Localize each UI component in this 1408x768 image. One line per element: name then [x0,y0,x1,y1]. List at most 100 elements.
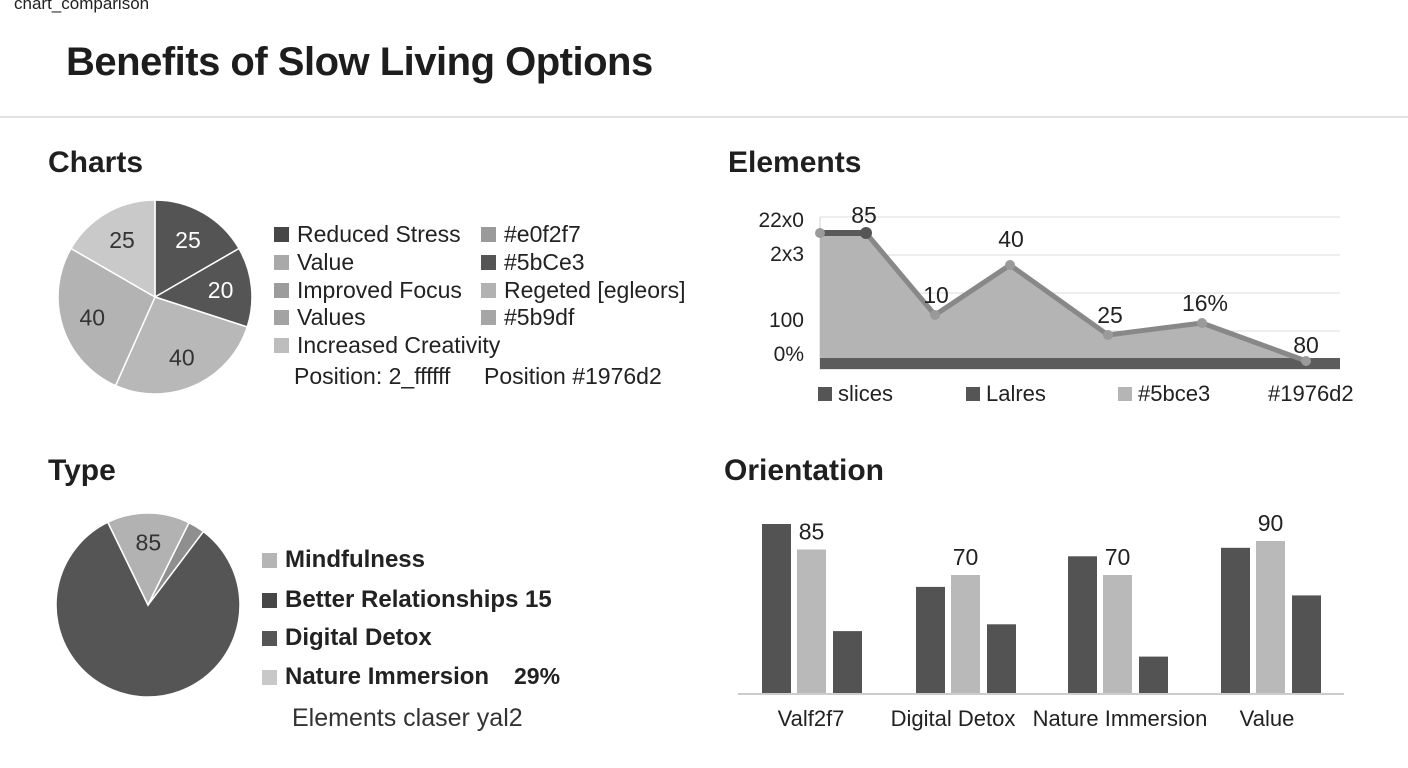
legend-benefits-swatch [481,310,496,325]
area-legend-label: Lalres [986,381,1046,406]
bar-series-1 [1221,547,1250,694]
pie-type-slice-2 [106,512,191,607]
area-point-label: 80 [1293,332,1319,358]
pie-benefits-slice-label-4: 40 [79,304,105,330]
legend-benefits-swatch [274,283,289,298]
area-point [930,310,940,320]
area-legend-swatch [818,387,832,401]
legend-type-item: Nature Immersion [262,663,489,691]
area-point [1301,356,1311,366]
pie-benefits-slice-3 [114,296,249,395]
area-legend-label: #1976d2 [1268,381,1354,406]
legend-benefits-swatch [274,338,289,353]
legend-type-swatch [262,592,277,608]
bar-chart-orientation: 85 70 70 90 Valf2f7 Digital Detox Nature Immer… [738,510,1344,731]
bar-series-3 [1139,656,1168,694]
legend-benefits-label: #5bCe3 [504,249,585,275]
legend-benefits-item: Regeted [egleors] [481,277,686,304]
pie-benefits-slice-label-3: 40 [169,344,195,370]
area-point [860,227,872,239]
bar-series-1 [916,586,945,694]
bar-series-2 [951,575,980,694]
legend-type-swatch [262,669,277,685]
page-title: Benefits of Slow Living Options [66,40,653,84]
area-legend-label: #5bce3 [1138,381,1210,406]
bottom-note: Elements claser yal2 [292,704,523,732]
legend-benefits-label: #e0f2f7 [504,221,581,247]
pie-benefits-slice-label-1: 25 [175,227,201,253]
area-point [815,228,825,238]
legend-type-label: Nature Immersion [285,663,490,690]
pie-benefits-slice-5 [69,199,156,299]
legend-benefits-swatch [274,310,289,325]
pie-type-slice-1 [55,521,241,698]
area-baseline-band [820,358,1340,369]
pie-type-slice-3 [147,521,205,606]
legend-benefits-item: Values [274,304,366,331]
area-legend-swatch [966,387,980,401]
legend-benefits-label: #5b9df [504,304,575,330]
area-point-label: 25 [1097,302,1123,328]
legend-type-label: Digital Detox [285,624,432,651]
bar-value-label: 90 [1258,510,1284,536]
bar-value-label: 70 [1105,544,1131,570]
bar-category-label: Value [1240,706,1295,731]
legend-benefits-swatch [481,227,496,242]
area-point-label: 10 [923,282,949,308]
legend-benefits-swatch [481,283,496,298]
legend-type-item: Digital Detox [262,624,432,652]
legend-type-label: Mindfulness [285,546,426,573]
pie-benefits-slice-label-5: 25 [109,227,135,253]
bar-series-2 [1103,575,1132,694]
area-point [1103,330,1113,340]
bar-value-label: 70 [953,544,979,570]
panel-heading-orientation: Orientation [724,454,885,487]
legend-position-label-2: Position #1976d2 [484,363,662,389]
legend-benefits-item: Increased Creativity [274,332,500,359]
pie-benefits-slice-label-2: 20 [208,277,234,303]
panel-heading-charts: Charts [48,146,144,179]
area-point [1197,318,1207,328]
legend-benefits-label: Increased Creativity [297,332,501,358]
area-y-tick-label: 100 [769,309,804,332]
legend-type-swatch [262,552,277,568]
area-point [1005,260,1015,270]
pie-benefits-slice-2 [153,247,253,328]
bar-category-label: Digital Detox [891,706,1016,731]
legend-benefits-item: #5bCe3 [481,249,585,276]
bar-series-1 [762,524,791,694]
bar-value-label: 85 [799,519,825,545]
legend-benefits-item: Reduced Stress [274,221,461,248]
legend-type-item: Better Relationships 15 [262,586,552,614]
pie-chart-type: 85 [55,512,241,698]
legend-benefits-item: #5b9df [481,304,574,331]
area-y-tick-label: 22x0 [758,209,804,232]
bar-series-3 [987,624,1016,694]
legend-benefits-item: Value [274,249,354,276]
bar-series-3 [833,631,862,694]
area-chart-elements: 85 10 40 25 16% 80 22x0 2x3 100 0% slices Lalres #5b… [758,202,1354,406]
panel-heading-type: Type [48,454,116,487]
pie-benefits-slice-1 [154,199,241,299]
panel-heading-elements: Elements [728,146,862,179]
legend-type-label: Better Relationships 15 [285,586,552,613]
area-y-tick-label: 0% [774,343,804,366]
legend-benefits-item: #e0f2f7 [481,221,581,248]
area-legend-label: slices [838,381,893,406]
legend-position-label-1: Position: 2_ffffff [294,363,451,389]
area-point-label: 16% [1182,290,1228,316]
legend-benefits-label: Values [297,304,366,330]
pie-benefits-slice-4 [57,247,156,387]
legend-benefits-label: Value [297,249,355,275]
legend-benefits-swatch [274,255,289,270]
legend-benefits-swatch [274,227,289,242]
area-fill [820,233,1340,369]
tab-label[interactable]: chart_comparison [14,0,150,13]
pie-chart-benefits: 25 20 40 40 25 [57,199,253,395]
pie-type-slice-label-2: 85 [136,529,162,555]
bar-category-label: Nature Immersion [1033,706,1208,731]
legend-type-swatch [262,630,277,646]
bar-series-2 [797,549,826,694]
legend-benefits-label: Improved Focus [297,277,462,303]
area-y-tick-label: 2x3 [770,243,804,266]
